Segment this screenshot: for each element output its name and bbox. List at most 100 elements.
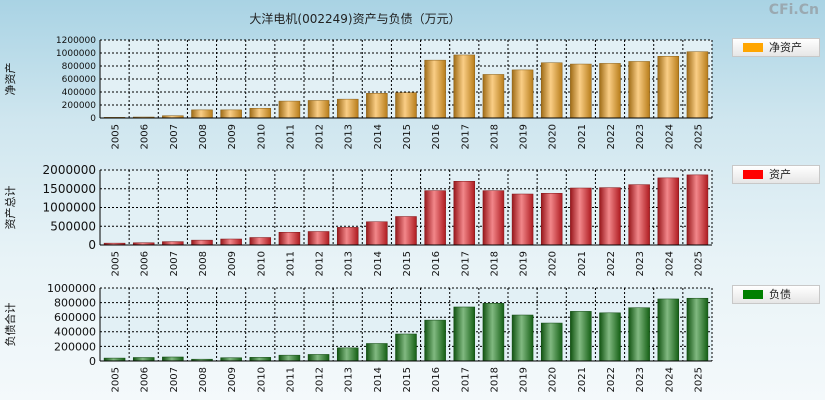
y-tick-label: 200000 [54,340,96,353]
bar-net-assets-2022 [599,63,621,119]
x-tick-label: 2006 [140,124,151,149]
bar-liabilities-2014 [366,343,388,362]
bar-assets-2019 [511,193,534,246]
x-tick-label: 2012 [315,367,326,392]
x-tick-label: 2014 [373,124,384,149]
x-tick-label: 2025 [693,251,704,276]
bar-net-assets-2018 [482,74,505,119]
x-tick-label: 2020 [548,251,559,276]
bar-liabilities-2019 [511,314,534,362]
x-tick-label: 2021 [577,124,588,149]
y-tick-label: 1000000 [43,201,96,215]
y-tick-label: 1000000 [56,49,96,59]
y-tick-label: 0 [88,238,96,252]
x-tick-label: 2018 [489,124,500,149]
bar-assets-2021 [570,187,592,246]
x-tick-label: 2011 [285,367,296,392]
x-tick-label: 2023 [635,251,646,276]
x-tick-label: 2025 [693,367,704,392]
x-tick-label: 2016 [431,367,442,392]
bar-assets-2011 [278,232,301,246]
bar-net-assets-2024 [657,56,680,119]
bar-assets-2012 [307,231,330,246]
x-tick-label: 2023 [635,367,646,392]
bar-net-assets-2015 [395,92,417,119]
bar-assets-2023 [628,184,650,246]
x-tick-label: 2014 [373,367,384,392]
x-tick-label: 2006 [140,251,151,276]
bar-liabilities-2013 [336,347,359,362]
x-tick-label: 2010 [256,124,267,149]
x-tick-label: 2022 [606,251,617,276]
y-axis-title-liabilities: 负债合计 [3,303,17,347]
x-tick-label: 2015 [402,124,413,149]
y-tick-label: 1000000 [47,282,96,295]
bar-liabilities-2020 [540,322,563,362]
legend-label-liabilities: 负债 [769,288,791,301]
bar-net-assets-2019 [511,69,534,119]
bar-net-assets-2010 [249,108,272,119]
x-tick-label: 2005 [111,367,122,392]
x-tick-label: 2020 [548,124,559,149]
x-tick-label: 2019 [519,251,530,276]
bar-assets-2016 [424,190,446,246]
x-tick-label: 2022 [606,124,617,149]
y-tick-label: 400000 [62,88,97,98]
legend-swatch-assets [743,170,763,179]
bar-liabilities-2025 [686,297,709,362]
bar-assets-2007 [162,241,184,246]
x-tick-label: 2007 [169,251,180,276]
y-tick-label: 400000 [54,326,96,339]
x-tick-label: 2006 [140,367,151,392]
y-tick-label: 0 [89,355,96,368]
x-tick-label: 2019 [519,124,530,149]
chart-panel-net-assets: 1200000 1000000 800000 600000 400000 200000 0 2… [3,36,713,149]
x-tick-label: 2015 [402,367,413,392]
bar-liabilities-2017 [453,306,476,362]
page-title: 大洋电机(002249)资产与负债（万元） [249,12,461,26]
x-tick-label: 2012 [315,251,326,276]
y-tick-label: 1500000 [43,182,96,196]
bar-net-assets-2020 [540,62,563,119]
y-axis-title-assets: 资产总计 [3,186,17,230]
bar-assets-2010 [249,237,272,246]
brand-logo: CFi.Cn [768,2,819,18]
y-tick-label: 500000 [50,219,96,233]
bar-assets-2020 [540,193,563,246]
x-tick-label: 2013 [344,251,355,276]
x-tick-label: 2019 [519,367,530,392]
x-tick-label: 2005 [111,251,122,276]
bar-liabilities-2016 [424,319,446,362]
bar-liabilities-2012 [307,354,330,362]
x-tick-label: 2008 [198,367,209,392]
x-tick-label: 2016 [431,124,442,149]
legend-net-assets: 净资产 [732,38,820,57]
x-tick-label: 2025 [693,124,704,149]
legend-swatch-net-assets [743,43,763,52]
x-tick-label: 2010 [256,367,267,392]
bar-liabilities-2015 [395,333,417,362]
x-tick-label: 2014 [373,251,384,276]
chart-panel-assets: 2000000 1500000 1000000 500000 0 2005 2006 2007… [3,163,713,276]
bar-net-assets-2012 [307,100,330,119]
y-tick-label: 600000 [62,75,97,85]
bar-assets-2017 [453,181,476,246]
bar-assets-2025 [686,174,709,246]
bar-net-assets-2021 [570,63,592,119]
bar-net-assets-2014 [366,93,388,119]
x-tick-label: 2018 [489,367,500,392]
x-tick-label: 2011 [285,124,296,149]
bar-assets-2022 [599,187,621,246]
x-tick-label: 2008 [198,124,209,149]
bar-assets-2013 [336,227,359,246]
x-tick-label: 2013 [344,367,355,392]
bar-liabilities-2021 [570,311,592,362]
y-tick-label: 600000 [54,311,96,324]
bar-net-assets-2009 [220,109,242,119]
bar-liabilities-2022 [599,312,621,362]
y-axis-title-net-assets: 净资产 [3,63,17,96]
x-tick-label: 2023 [635,124,646,149]
x-tick-label: 2017 [460,124,471,149]
x-tick-label: 2009 [227,124,238,149]
